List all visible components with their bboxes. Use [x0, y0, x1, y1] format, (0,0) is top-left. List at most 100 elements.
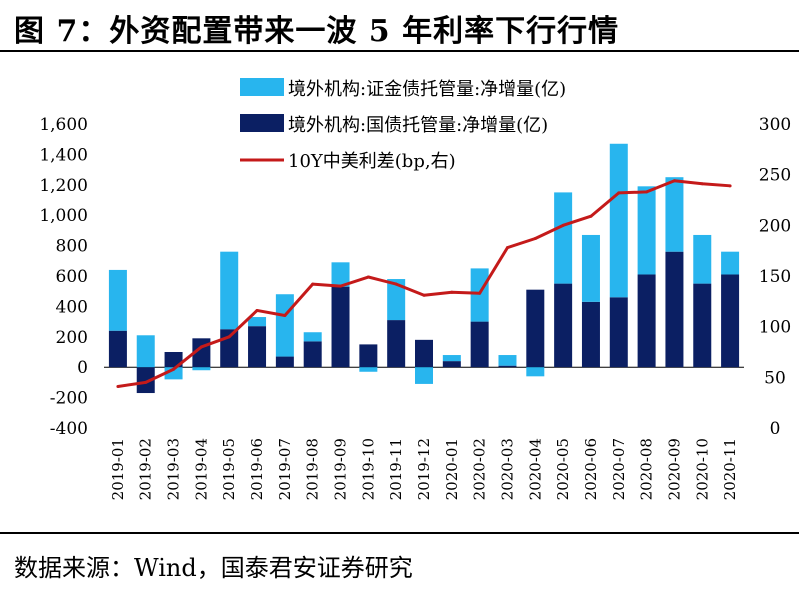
bar-sec-custody: [554, 192, 573, 284]
legend-sec-custody: 境外机构:证金债托管量:净增量(亿): [240, 78, 566, 100]
spread-point: [533, 237, 537, 241]
bar-sec-custody: [248, 317, 267, 327]
bar-treasury: [331, 286, 350, 368]
bar-treasury: [442, 361, 461, 368]
spread-point: [589, 214, 593, 218]
spread-point: [645, 190, 649, 194]
spread-point: [172, 367, 176, 371]
legend-treasury: 境外机构:国债托管量:净增量(亿): [240, 114, 548, 136]
bar-sec-custody: [275, 294, 294, 357]
spread-point: [255, 308, 259, 312]
x-tick-label: 2019-01: [109, 438, 127, 500]
spread-point: [478, 291, 482, 295]
y-tick-label: 800: [56, 237, 88, 257]
bar-treasury: [275, 356, 294, 368]
x-tick-label: 2019-10: [359, 438, 377, 500]
spread-point: [450, 290, 454, 294]
x-tick-label: 2020-02: [471, 438, 489, 500]
y-tick-label: 400: [56, 297, 88, 317]
bar-sec-custody: [526, 367, 545, 377]
bar-treasury: [637, 274, 656, 368]
x-tick-label: 2019-04: [192, 438, 210, 500]
bar-treasury: [387, 320, 406, 368]
source-rule: [0, 532, 799, 534]
bar-treasury: [693, 283, 712, 368]
x-tick-label: 2020-01: [443, 438, 461, 500]
bar-treasury: [415, 339, 433, 368]
x-tick-label: 2019-11: [387, 438, 405, 500]
legend: 境外机构:证金债托管量:净增量(亿) 境外机构:国债托管量:净增量(亿) 10Y中美…: [240, 78, 566, 172]
y2-tick-label: 250: [759, 166, 791, 186]
spread-point: [728, 184, 732, 188]
y2-tick-label: 0: [770, 419, 781, 439]
x-tick-label: 2019-05: [220, 438, 238, 500]
legend-spread: 10Y中美利差(bp,右): [240, 151, 456, 172]
x-tick-label: 2020-04: [526, 438, 544, 500]
bar-sec-custody: [136, 335, 155, 368]
bar-sec-custody: [220, 251, 239, 330]
bar-treasury: [581, 301, 600, 368]
bar-sec-custody: [359, 367, 378, 372]
title-rule: [0, 50, 799, 52]
x-tick-label: 2020-09: [665, 438, 683, 500]
spread-point: [116, 384, 120, 388]
legend-treasury-swatch: [240, 114, 284, 132]
spread-point: [617, 191, 621, 195]
spread-point: [505, 246, 509, 250]
x-tick-label: 2020-05: [554, 438, 572, 500]
y2-tick-label: 300: [759, 115, 791, 135]
bar-treasury: [665, 251, 684, 368]
bars-layer: [108, 143, 740, 394]
bar-treasury: [164, 352, 183, 368]
legend-spread-label: 10Y中美利差(bp,右): [288, 151, 456, 172]
bar-sec-custody: [498, 355, 517, 366]
line-layer: [116, 179, 732, 388]
y-tick-label: 1,000: [39, 206, 88, 226]
bar-treasury: [721, 274, 740, 368]
bar-sec-custody: [721, 251, 740, 275]
bar-sec-custody: [192, 367, 211, 371]
y2-tick-label: 200: [759, 216, 791, 236]
bar-sec-custody: [637, 186, 656, 275]
bar-sec-custody: [442, 355, 461, 362]
bar-sec-custody: [331, 262, 350, 287]
y-tick-label: 1,400: [39, 145, 88, 165]
bar-treasury: [498, 365, 517, 368]
bar-sec-custody: [581, 234, 600, 302]
spread-point: [283, 314, 287, 318]
x-tick-label: 2020-11: [721, 438, 739, 500]
spread-point: [561, 223, 565, 227]
spread-point: [227, 335, 231, 339]
y-tick-label: -200: [50, 389, 88, 409]
bar-sec-custody: [415, 367, 433, 384]
x-tick-label: 2019-07: [276, 438, 294, 500]
bar-treasury: [609, 297, 628, 368]
spread-point: [366, 275, 370, 279]
spread-point: [394, 282, 398, 286]
spread-point: [672, 179, 676, 183]
bar-treasury: [108, 330, 127, 368]
y2-tick-label: 50: [764, 368, 786, 388]
x-tick-label: 2019-03: [165, 438, 183, 500]
bar-sec-custody: [693, 234, 712, 284]
x-tick-label: 2020-06: [582, 438, 600, 500]
x-tick-label: 2020-08: [638, 438, 656, 500]
spread-point: [144, 380, 148, 384]
y-tick-label: 600: [56, 267, 88, 287]
bar-treasury: [303, 341, 322, 368]
y-tick-label: 200: [56, 328, 88, 348]
bar-sec-custody: [609, 143, 628, 298]
bar-treasury: [470, 321, 489, 368]
axes-layer: -400 -200 0 200 400 600 800 1,000 1,200 1,400 1,60…: [39, 115, 791, 500]
bar-treasury: [136, 367, 155, 394]
y-tick-label: -400: [50, 419, 88, 439]
legend-treasury-label: 境外机构:国债托管量:净增量(亿): [288, 115, 548, 136]
spread-point: [311, 282, 315, 286]
bar-sec-custody: [470, 268, 489, 322]
legend-sec-custody-swatch: [240, 78, 284, 96]
bar-sec-custody: [387, 279, 406, 321]
x-tick-label: 2019-09: [332, 438, 350, 500]
bar-treasury: [359, 344, 378, 368]
